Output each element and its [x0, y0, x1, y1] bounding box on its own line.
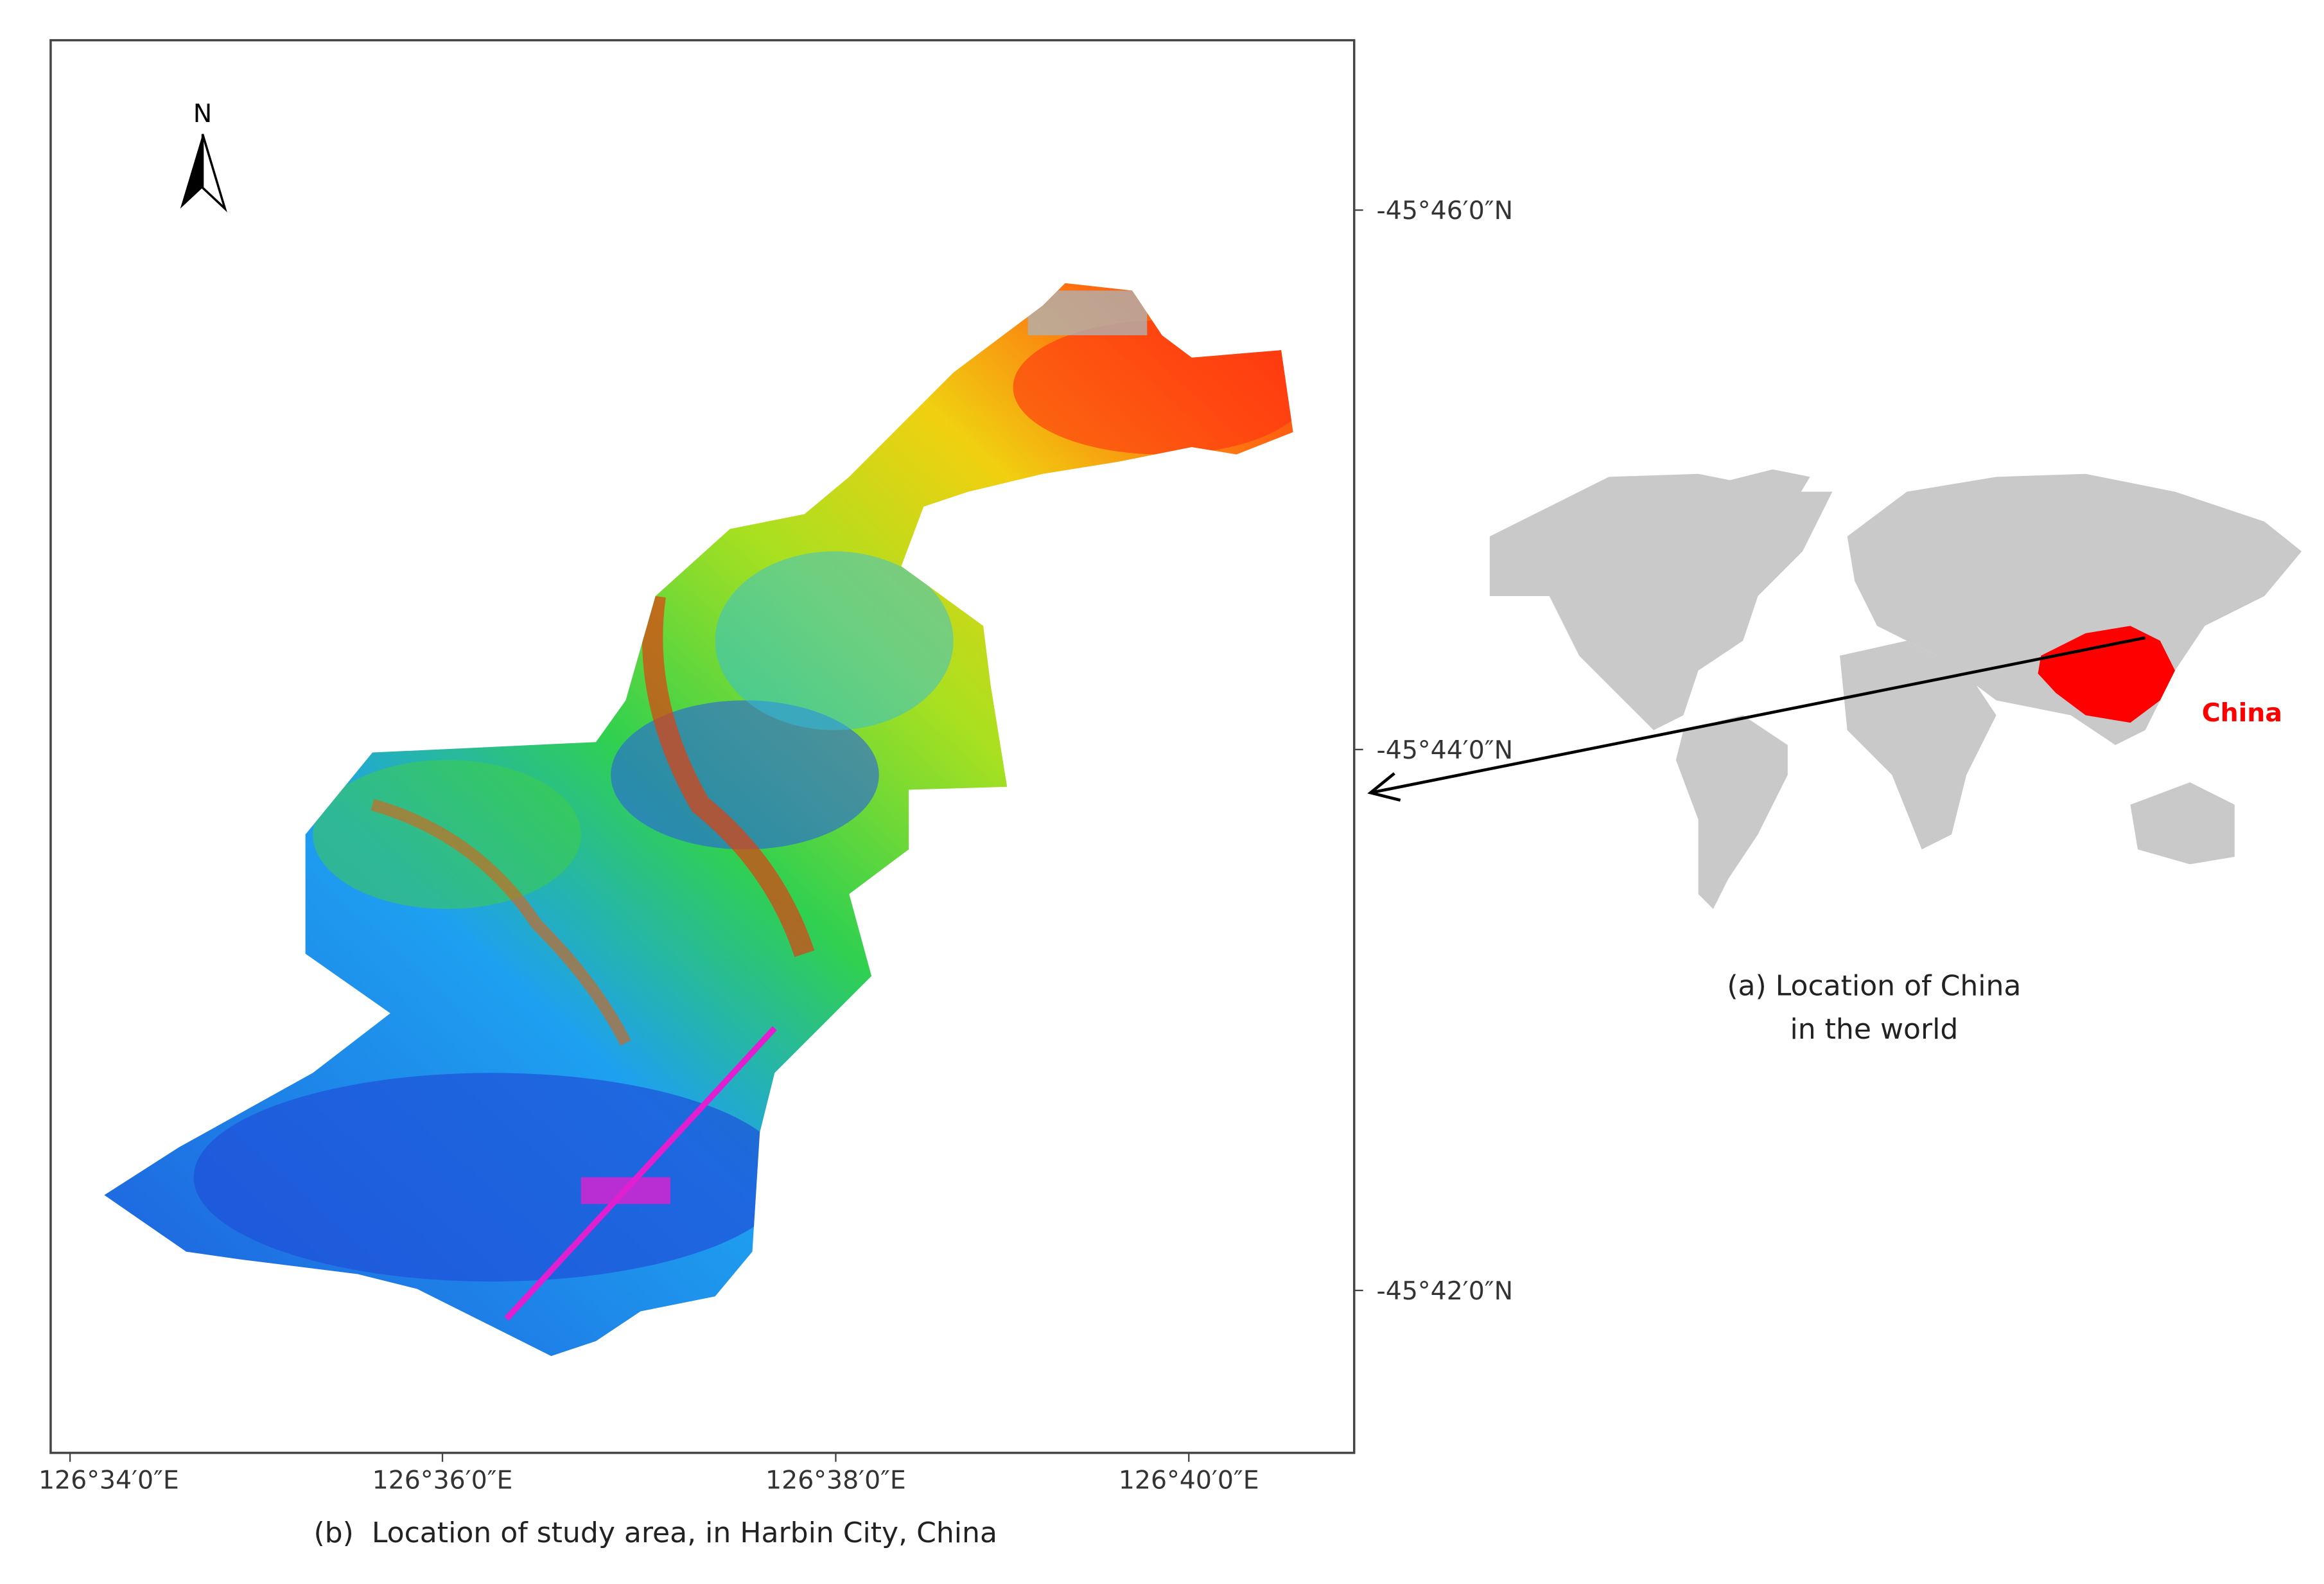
- south-america: [1675, 715, 1788, 910]
- lon-label: 126°36′0″E: [372, 1466, 513, 1495]
- raster-patch: [193, 1073, 790, 1282]
- world-caption: (a) Location of China: [1727, 970, 2021, 1003]
- location-arrow: [1370, 636, 2146, 795]
- lon-label: 126°40′0″E: [1119, 1466, 1259, 1495]
- raster-ridge: [371, 798, 631, 1046]
- china-label: China: [2202, 698, 2282, 728]
- china-shape: [2038, 626, 2175, 723]
- raster-patch: [715, 551, 954, 730]
- lat-axis: -45°46′0″N -45°44′0″N -45°42′0″N: [1354, 196, 1513, 1306]
- raster-road: [504, 1026, 777, 1321]
- greenland: [1713, 469, 1810, 515]
- arrow-head: [1367, 772, 1401, 802]
- africa: [1840, 640, 1996, 850]
- raster-ridge: [642, 594, 815, 957]
- australia: [2130, 782, 2235, 865]
- study-caption: (b) Location of study area, in Harbin Ci…: [314, 1517, 998, 1549]
- lat-label: -45°46′0″N: [1377, 196, 1514, 225]
- eurasia: [1847, 473, 2302, 745]
- north-america: [1489, 473, 1833, 730]
- north-label: N: [193, 99, 213, 128]
- lon-label: 126°38′0″E: [765, 1466, 906, 1495]
- lat-label: -45°44′0″N: [1377, 735, 1514, 765]
- lat-label: -45°42′0″N: [1377, 1276, 1514, 1306]
- world-caption: in the world: [1790, 1013, 1958, 1046]
- lon-axis: 126°34′0″E 126°36′0″E 126°38′0″E 126°40′…: [39, 1452, 1259, 1495]
- lon-label: 126°34′0″E: [39, 1466, 179, 1495]
- world-map: [1489, 469, 2302, 910]
- north-arrow-right: [201, 134, 227, 213]
- raster-patch: [581, 1177, 670, 1204]
